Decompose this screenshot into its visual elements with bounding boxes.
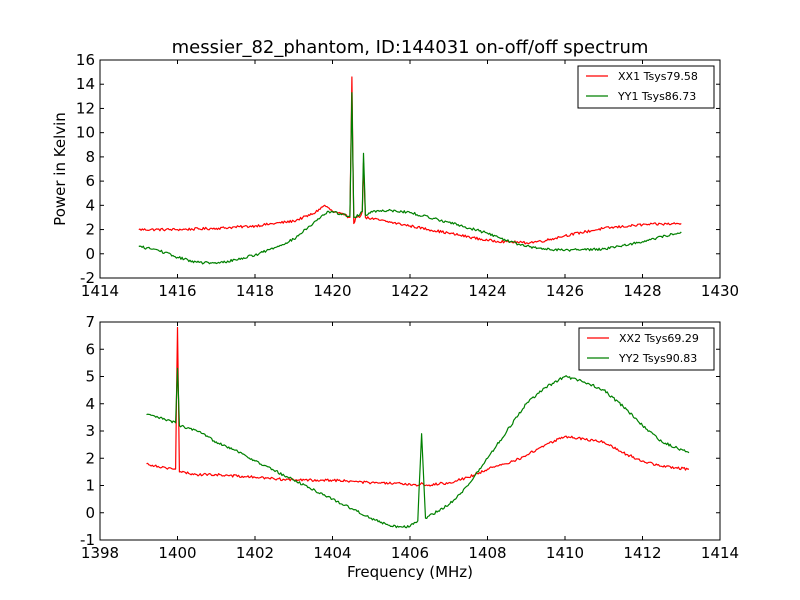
y-tick-label: 3 bbox=[85, 422, 95, 440]
x-tick-label: 1414 bbox=[81, 282, 119, 300]
series-line-xx1 bbox=[138, 76, 682, 245]
y-tick-label: 14 bbox=[76, 75, 95, 93]
x-tick-label: 1422 bbox=[391, 282, 429, 300]
x-tick-label: 1398 bbox=[81, 544, 119, 562]
y-tick-label: 4 bbox=[85, 196, 95, 214]
y-tick-label: 8 bbox=[85, 148, 95, 166]
x-tick-label: 1406 bbox=[391, 544, 429, 562]
bottom-chart: 1398 1400 1402 1404 1406 1408 1410 1412 1414 -1 0 1… bbox=[80, 313, 739, 581]
legend-entry: XX1 Tsys79.58 bbox=[618, 70, 698, 83]
x-tick-label: 1424 bbox=[468, 282, 506, 300]
legend: XX1 Tsys79.58 YY1 Tsys86.73 bbox=[577, 65, 715, 109]
series-line-yy2 bbox=[146, 367, 690, 529]
y-tick-label: 1 bbox=[85, 477, 95, 495]
y-tick-label: 0 bbox=[85, 245, 95, 263]
plot-area bbox=[146, 326, 690, 529]
y-tick-label: 5 bbox=[85, 368, 95, 386]
y-tick-label: -2 bbox=[80, 269, 95, 287]
legend-box bbox=[578, 327, 715, 371]
legend: XX2 Tsys69.29 YY2 Tsys90.83 bbox=[578, 327, 715, 371]
legend-entry: XX2 Tsys69.29 bbox=[619, 332, 699, 345]
x-tick-label: 1420 bbox=[313, 282, 351, 300]
y-tick-label: 2 bbox=[85, 449, 95, 467]
y-tick-label: 12 bbox=[76, 99, 95, 117]
y-tick-label: 10 bbox=[76, 124, 95, 142]
figure-title: messier_82_phantom, ID:144031 on-off/off… bbox=[172, 37, 649, 58]
x-tick-label: 1426 bbox=[546, 282, 584, 300]
top-chart: 1414 1416 1418 1420 1422 1424 1426 1428 1430-202… bbox=[51, 51, 739, 300]
y-tick-label: 6 bbox=[85, 172, 95, 190]
y-tick-label: 6 bbox=[85, 340, 95, 358]
x-tick-label: 1428 bbox=[623, 282, 661, 300]
y-tick-label: 2 bbox=[85, 221, 95, 239]
x-axis-label: Frequency (MHz) bbox=[347, 563, 473, 581]
x-tick-label: 1402 bbox=[236, 544, 274, 562]
x-tick-label: 1418 bbox=[236, 282, 274, 300]
y-tick-label: 16 bbox=[76, 51, 95, 69]
x-tick-label: 1416 bbox=[158, 282, 196, 300]
x-tick-label: 1414 bbox=[701, 544, 739, 562]
x-tick-label: 1400 bbox=[158, 544, 196, 562]
y-tick-label: -1 bbox=[80, 531, 95, 549]
x-tick-label: 1404 bbox=[313, 544, 351, 562]
x-tick-label: 1410 bbox=[546, 544, 584, 562]
y-tick-label: 7 bbox=[85, 313, 95, 331]
y-tick-label: 4 bbox=[85, 395, 95, 413]
series-line-yy1 bbox=[138, 92, 682, 265]
y-tick-label: 0 bbox=[85, 504, 95, 522]
y-axis-label: Power in Kelvin bbox=[51, 112, 69, 226]
x-tick-label: 1408 bbox=[468, 544, 506, 562]
legend-box bbox=[577, 65, 715, 109]
legend-entry: YY1 Tsys86.73 bbox=[617, 90, 696, 103]
legend-entry: YY2 Tsys90.83 bbox=[618, 352, 697, 365]
x-tick-label: 1430 bbox=[701, 282, 739, 300]
plot-area bbox=[138, 76, 682, 265]
x-tick-label: 1412 bbox=[623, 544, 661, 562]
